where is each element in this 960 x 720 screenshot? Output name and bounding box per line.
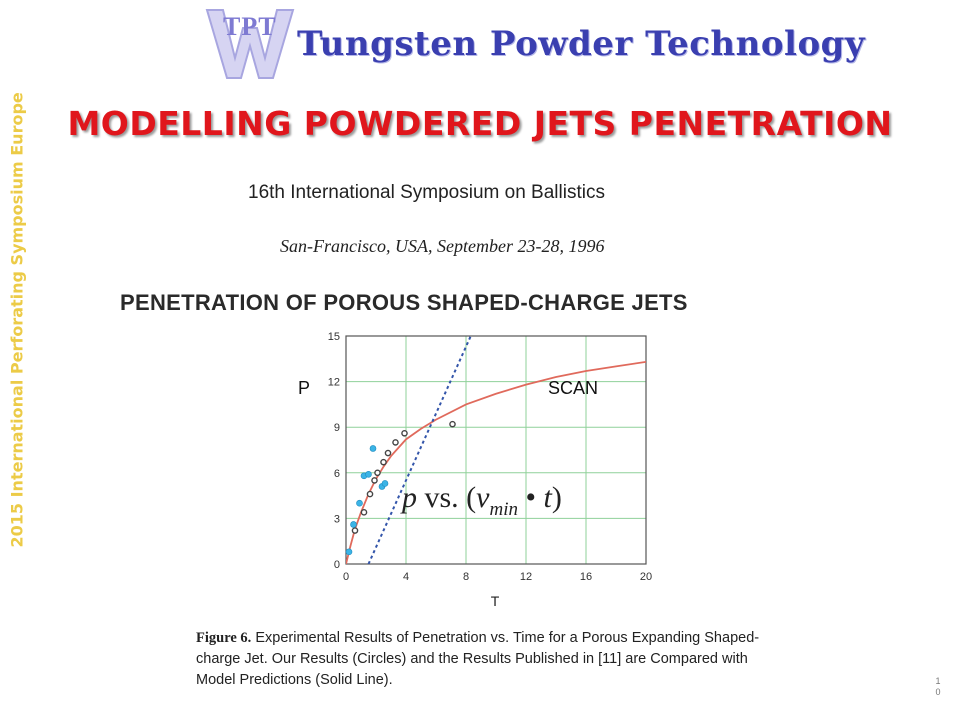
- x-axis-label: T: [491, 593, 500, 609]
- y-tick-label: 15: [328, 331, 340, 343]
- data-point-filled: [365, 471, 372, 478]
- data-point-filled: [350, 521, 357, 528]
- conference-name: 16th International Symposium on Ballisti…: [248, 182, 605, 203]
- y-tick-label: 9: [334, 422, 340, 434]
- y-tick-label: 6: [334, 468, 340, 480]
- penetration-chart: 0 4 8 12 16 20 0 3 6 9 12 15 T p vs. (vmin • t): [328, 331, 652, 609]
- model-curve: [346, 360, 646, 564]
- data-point-filled: [381, 480, 389, 487]
- caption-text: Experimental Results of Penetration vs. …: [196, 630, 760, 688]
- logo: TPT Tungsten Powder Technology: [205, 6, 865, 80]
- logo-w-mark: [205, 9, 295, 79]
- plot-frame: [345, 335, 647, 565]
- y-tick-label: 12: [328, 377, 340, 389]
- x-tick-label: 4: [403, 571, 409, 583]
- dashed-reference-line: [367, 336, 472, 564]
- data-point-open: [371, 477, 378, 484]
- data-point-open: [401, 429, 408, 437]
- slide-number: 10: [935, 676, 941, 697]
- logo-tpt-text: TPT: [223, 12, 277, 41]
- y-tick-label: 0: [334, 559, 340, 571]
- data-point-filled: [345, 548, 353, 556]
- company-name: Tungsten Powder Technology: [297, 24, 866, 64]
- slide-title: MODELLING POWDERED JETS PENETRATION: [67, 104, 893, 143]
- x-tick-label: 16: [580, 571, 592, 583]
- x-tick-label: 8: [463, 571, 469, 583]
- overlay-label-p: P: [298, 378, 311, 398]
- paper-title: PENETRATION OF POROUS SHAPED-CHARGE JETS: [120, 290, 688, 315]
- x-tick-label: 20: [640, 571, 652, 583]
- chart-axes: [345, 335, 647, 565]
- data-point-filled: [369, 445, 377, 452]
- symposium-side-text: 2015 International Perforating Symposium…: [7, 92, 27, 548]
- x-tick-label: 0: [343, 571, 349, 583]
- overlay-label-scan: SCAN: [548, 378, 599, 398]
- x-tick-label: 12: [520, 571, 532, 583]
- data-point-open: [374, 469, 381, 477]
- data-point-open: [360, 509, 368, 516]
- caption-label: Figure 6.: [196, 630, 252, 646]
- y-tick-label: 3: [334, 513, 340, 525]
- chart-series: [345, 336, 646, 564]
- data-point-open: [449, 420, 456, 428]
- data-point-open: [366, 490, 374, 498]
- data-point-open: [392, 439, 399, 446]
- chart-annotation: p vs. (vmin • t): [400, 481, 562, 520]
- data-point-open: [351, 527, 359, 534]
- chart-grid: [345, 335, 647, 565]
- data-point-open: [384, 449, 392, 457]
- data-point-open: [380, 458, 387, 466]
- figure-caption: Figure 6. Experimental Results of Penetr…: [196, 628, 776, 691]
- data-point-filled: [356, 499, 363, 507]
- chart-ticks: 0 4 8 12 16 20 0 3 6 9 12 15: [328, 331, 652, 583]
- conference-location: San-Francisco, USA, September 23-28, 199…: [280, 236, 605, 256]
